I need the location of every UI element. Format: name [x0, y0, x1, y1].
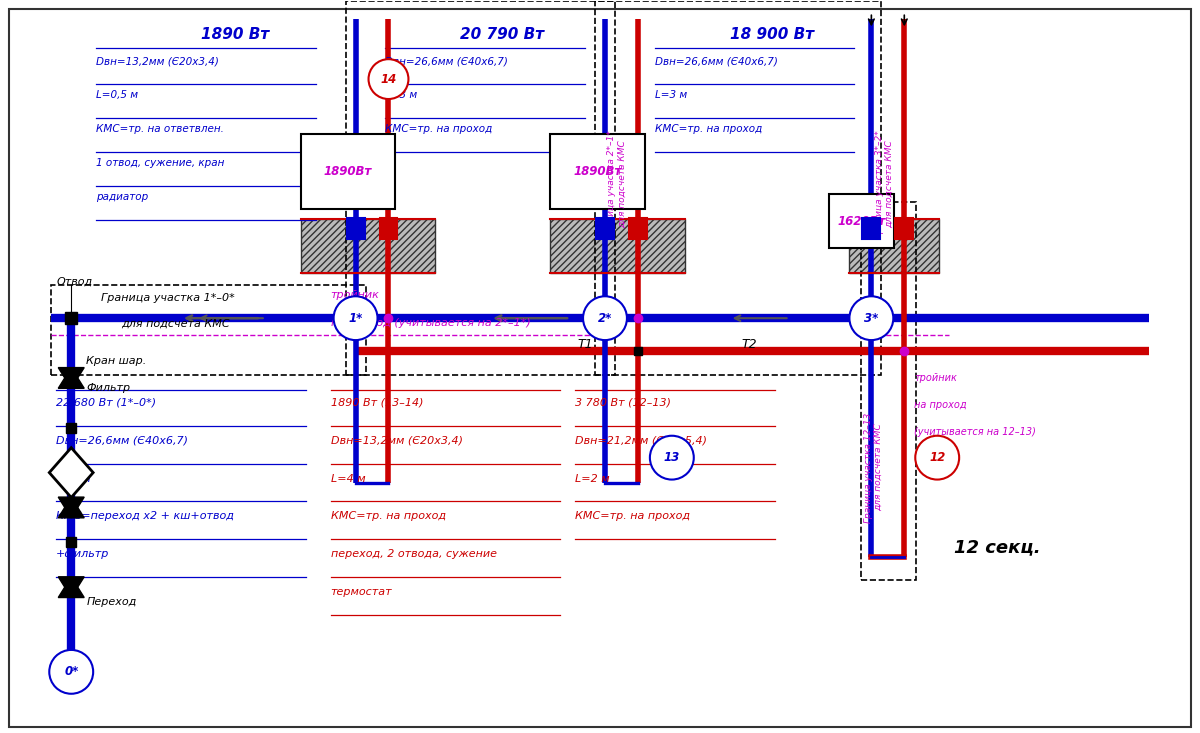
Bar	[850, 218, 940, 273]
Text: 12 секц.: 12 секц.	[954, 538, 1040, 556]
Text: Фильтр: Фильтр	[86, 383, 131, 393]
Text: КМС=тр. на проход: КМС=тр. на проход	[655, 124, 762, 134]
Polygon shape	[59, 367, 84, 388]
Bar	[550, 218, 685, 273]
Circle shape	[650, 435, 694, 479]
Circle shape	[334, 296, 378, 340]
Text: 2*: 2*	[598, 312, 612, 325]
Text: Dвн=21,2мм (Є32х5,4): Dвн=21,2мм (Є32х5,4)	[575, 435, 707, 446]
Text: Переход: Переход	[86, 597, 137, 607]
Text: 3 780 Вт (12–13): 3 780 Вт (12–13)	[575, 398, 671, 408]
Text: T1: T1	[577, 338, 593, 351]
Text: Dвн=26,6мм (Є40х6,7): Dвн=26,6мм (Є40х6,7)	[385, 56, 509, 66]
Text: КМС=тр. на проход: КМС=тр. на проход	[331, 512, 445, 521]
Text: 1890 Вт (13–14): 1890 Вт (13–14)	[331, 398, 424, 408]
Text: для подсчета КМС: для подсчета КМС	[121, 318, 229, 328]
Text: L=2 м: L=2 м	[575, 474, 610, 484]
Bar	[596, 218, 614, 240]
Text: 1620Вт: 1620Вт	[838, 215, 886, 227]
Text: КМС=тр. на проход: КМС=тр. на проход	[575, 512, 690, 521]
Text: радиатор: радиатор	[96, 191, 149, 202]
Text: КМС=тр. на проход: КМС=тр. на проход	[385, 124, 493, 134]
Bar	[595, 1, 881, 375]
Bar	[379, 218, 397, 240]
Text: на проход: на проход	[914, 400, 967, 410]
Text: Dвн=26,6мм (Є40х6,7): Dвн=26,6мм (Є40х6,7)	[56, 435, 188, 446]
Circle shape	[916, 435, 959, 479]
Circle shape	[49, 650, 94, 693]
Text: на проход (учитывается на 2*–1*): на проход (учитывается на 2*–1*)	[331, 318, 530, 328]
Text: 14: 14	[380, 73, 397, 86]
Text: Граница участка 3*–2*
для подсчета КМС: Граница участка 3*–2* для подсчета КМС	[875, 130, 894, 237]
Bar	[862, 202, 917, 581]
Text: 20 790 Вт: 20 790 Вт	[461, 27, 545, 42]
Text: +фильтр: +фильтр	[56, 549, 109, 559]
Circle shape	[850, 296, 893, 340]
Polygon shape	[59, 577, 84, 597]
Text: тройник: тройник	[914, 373, 958, 383]
Polygon shape	[59, 577, 84, 597]
Text: L=3 м: L=3 м	[385, 90, 418, 100]
Bar	[346, 1, 614, 375]
Text: 22 680 Вт (1*–0*): 22 680 Вт (1*–0*)	[56, 398, 156, 408]
Bar	[301, 218, 436, 273]
Bar	[629, 218, 647, 240]
Text: термостат: термостат	[331, 587, 392, 597]
Text: КМС=переход х2 + кш+отвод: КМС=переход х2 + кш+отвод	[56, 512, 234, 521]
Text: 13: 13	[664, 451, 680, 464]
Text: 3*: 3*	[864, 312, 878, 325]
Text: 0*: 0*	[64, 666, 78, 678]
Text: Dвн=13,2мм (Є20х3,4): Dвн=13,2мм (Є20х3,4)	[96, 56, 220, 66]
Text: L=0,5 м: L=0,5 м	[96, 90, 138, 100]
Text: (учитывается на 12–13): (учитывается на 12–13)	[914, 427, 1036, 437]
Bar	[301, 134, 396, 209]
Polygon shape	[59, 367, 84, 388]
Text: 1*: 1*	[348, 312, 362, 325]
Text: T2: T2	[742, 338, 757, 351]
Text: 12: 12	[929, 451, 946, 464]
Text: Граница участка 1*–0*: Граница участка 1*–0*	[101, 293, 235, 303]
Text: 1890Вт: 1890Вт	[574, 165, 622, 177]
Text: Dвн=13,2мм (Є20х3,4): Dвн=13,2мм (Є20х3,4)	[331, 435, 463, 446]
Polygon shape	[59, 497, 84, 517]
Text: переход, 2 отвода, сужение: переход, 2 отвода, сужение	[331, 549, 497, 559]
Text: КМС=тр. на ответвлен.: КМС=тр. на ответвлен.	[96, 124, 224, 134]
Text: Отвод: Отвод	[56, 276, 92, 287]
Bar	[895, 218, 913, 240]
Bar	[863, 218, 881, 240]
Text: Граница участка 2*–1*
для подсчета КМС: Граница участка 2*–1* для подсчета КМС	[607, 130, 626, 237]
Circle shape	[368, 59, 408, 99]
Bar	[347, 218, 365, 240]
Text: Dвн=26,6мм (Є40х6,7): Dвн=26,6мм (Є40х6,7)	[655, 56, 778, 66]
Polygon shape	[49, 448, 94, 498]
Text: 1 отвод, сужение, кран: 1 отвод, сужение, кран	[96, 158, 224, 168]
Text: L=4 м: L=4 м	[331, 474, 365, 484]
Text: L=3 м: L=3 м	[655, 90, 688, 100]
Circle shape	[583, 296, 626, 340]
Text: 1890 Вт: 1890 Вт	[200, 27, 269, 42]
Text: 1890Вт: 1890Вт	[324, 165, 372, 177]
Bar	[52, 285, 366, 375]
Text: L=6 м: L=6 м	[56, 474, 91, 484]
Bar	[829, 194, 894, 248]
Bar	[550, 134, 644, 209]
Text: Граница участка 12–13
для подсчета КМС: Граница участка 12–13 для подсчета КМС	[864, 413, 883, 523]
Text: тройник: тройник	[331, 290, 379, 301]
Polygon shape	[59, 497, 84, 517]
Text: 18 900 Вт: 18 900 Вт	[730, 27, 814, 42]
Text: Кран шар.: Кран шар.	[86, 356, 146, 366]
